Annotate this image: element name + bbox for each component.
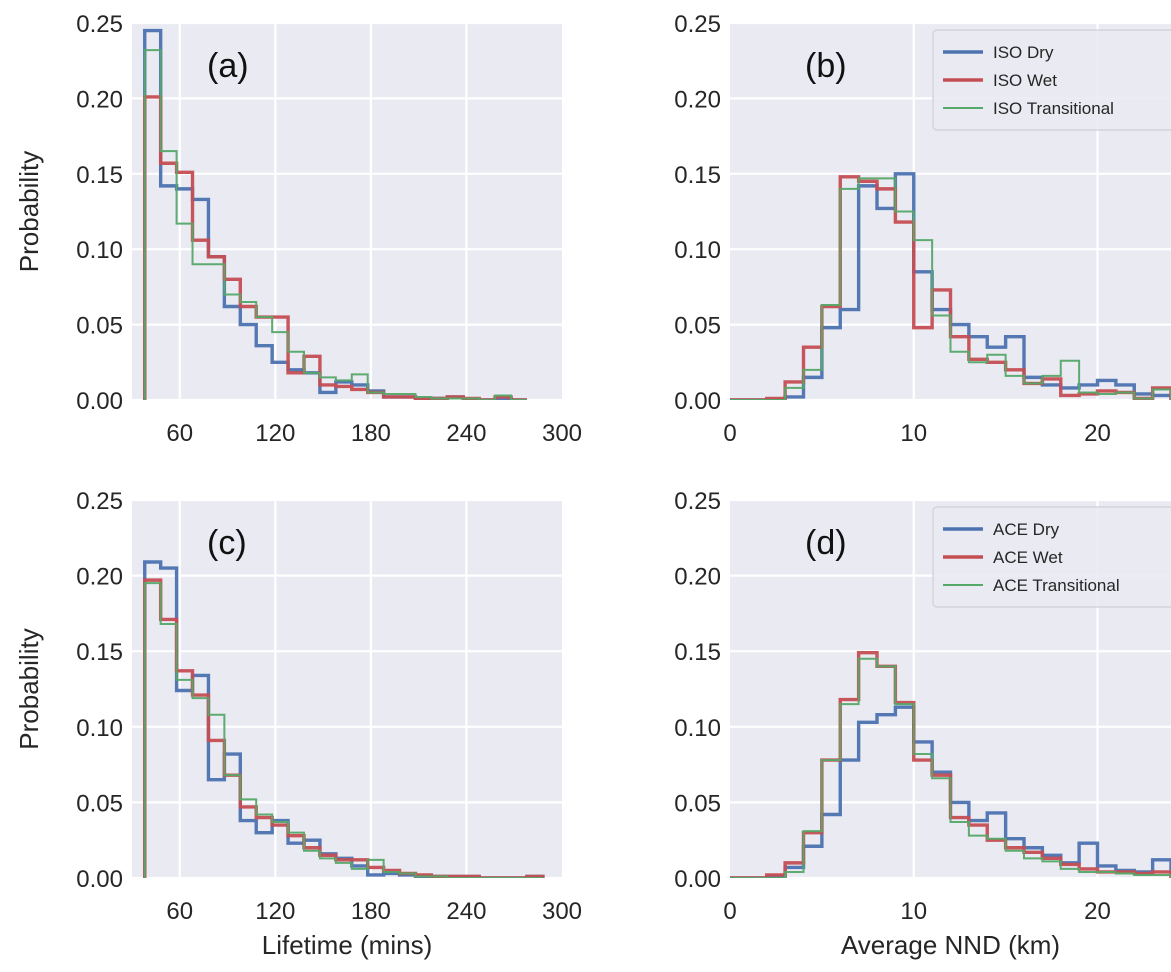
legend-label-transitional: ACE Transitional bbox=[993, 576, 1120, 595]
x-tick-label: 300 bbox=[542, 420, 582, 447]
y-tick-label: 0.05 bbox=[76, 313, 123, 340]
y-tick-label: 0.05 bbox=[76, 790, 123, 817]
y-tick-label: 0.25 bbox=[674, 488, 721, 515]
legend-label-dry: ACE Dry bbox=[993, 520, 1060, 539]
y-tick-label: 0.25 bbox=[76, 11, 123, 38]
y-tick-label: 0.15 bbox=[76, 639, 123, 666]
histograms bbox=[143, 28, 527, 400]
panel-label: (a) bbox=[207, 47, 249, 85]
y-axis-label: Probability bbox=[14, 151, 44, 272]
x-tick-label: 240 bbox=[446, 898, 486, 925]
plot-background bbox=[132, 500, 562, 878]
y-tick-label: 0.20 bbox=[76, 564, 123, 591]
x-tick-label: 0 bbox=[723, 898, 736, 925]
y-tick-label: 0.10 bbox=[674, 237, 721, 264]
legend-box bbox=[932, 506, 1171, 608]
plot-background bbox=[132, 23, 562, 400]
y-tick-label: 0.20 bbox=[674, 86, 721, 113]
y-tick-label: 0.10 bbox=[76, 715, 123, 742]
legend-label-transitional: ISO Transitional bbox=[993, 99, 1114, 118]
gridlines bbox=[132, 21, 562, 402]
legend-label-dry: ISO Dry bbox=[993, 43, 1054, 62]
legend: ISO Dry ISO Wet ISO Transitional bbox=[932, 29, 1171, 131]
y-tick-label: 0.15 bbox=[674, 639, 721, 666]
x-tick-label: 300 bbox=[542, 898, 582, 925]
histograms bbox=[143, 560, 545, 878]
y-tick-label: 0.00 bbox=[674, 388, 721, 415]
y-tick-label: 0.20 bbox=[674, 564, 721, 591]
y-tick-label: 0.10 bbox=[76, 237, 123, 264]
y-tick-label: 0.00 bbox=[674, 866, 721, 893]
x-tick-label: 60 bbox=[166, 420, 193, 447]
x-axis-label: Average NND (km) bbox=[841, 930, 1060, 960]
y-tick-label: 0.15 bbox=[76, 162, 123, 189]
legend-box bbox=[932, 29, 1171, 131]
x-tick-label: 20 bbox=[1084, 420, 1111, 447]
y-tick-label: 0.00 bbox=[76, 866, 123, 893]
histogram-transitional bbox=[730, 657, 1171, 878]
legend: ACE Dry ACE Wet ACE Transitional bbox=[932, 506, 1171, 608]
y-tick-label: 0.10 bbox=[674, 715, 721, 742]
y-tick-label: 0.25 bbox=[76, 488, 123, 515]
x-tick-label: 10 bbox=[900, 898, 927, 925]
y-axis-label: Probability bbox=[14, 628, 44, 749]
x-tick-label: 0 bbox=[723, 420, 736, 447]
x-tick-label: 180 bbox=[351, 898, 391, 925]
legend-label-wet: ISO Wet bbox=[993, 71, 1057, 90]
y-tick-label: 0.20 bbox=[76, 86, 123, 113]
y-tick-label: 0.00 bbox=[76, 388, 123, 415]
x-tick-label: 20 bbox=[1084, 898, 1111, 925]
histogram-transitional bbox=[730, 177, 1171, 400]
x-tick-label: 240 bbox=[446, 420, 486, 447]
legend-label-wet: ACE Wet bbox=[993, 548, 1063, 567]
y-tick-label: 0.05 bbox=[674, 790, 721, 817]
panel-d: 0 10 20 0.00 0.05 0.10 0.15 0.20 0.25 Average NND… bbox=[674, 488, 1171, 960]
x-tick-label: 60 bbox=[166, 898, 193, 925]
histogram-wet bbox=[730, 175, 1171, 400]
y-tick-label: 0.25 bbox=[674, 11, 721, 38]
gridlines bbox=[132, 498, 562, 880]
histograms bbox=[730, 172, 1171, 400]
x-tick-label: 120 bbox=[255, 420, 295, 447]
x-axis-label: Lifetime (mins) bbox=[262, 930, 432, 960]
panel-b: 0 10 200.000.050.100.150.200.25(b) ISO DryI… bbox=[674, 11, 1171, 447]
x-tick-label: 180 bbox=[351, 420, 391, 447]
panel-c: 60 120 180 240 300 0.00 0.05 0.10 0.15 0.20 0.25 Pr… bbox=[14, 488, 582, 960]
histogram-transitional bbox=[143, 49, 527, 400]
y-tick-label: 0.15 bbox=[674, 162, 721, 189]
y-tick-label: 0.05 bbox=[674, 313, 721, 340]
panel-label: (c) bbox=[207, 524, 247, 562]
panel-a: 60 120 180 240 300 0.00 0.05 0.10 0.15 0.20 0.25 Pr… bbox=[14, 11, 582, 447]
histogram-transitional bbox=[143, 582, 543, 878]
panel-label: (d) bbox=[805, 524, 847, 562]
panel-label: (b) bbox=[805, 47, 847, 85]
x-tick-label: 120 bbox=[255, 898, 295, 925]
x-tick-label: 10 bbox=[900, 420, 927, 447]
histogram-dry bbox=[730, 705, 1171, 878]
histograms bbox=[730, 651, 1171, 878]
